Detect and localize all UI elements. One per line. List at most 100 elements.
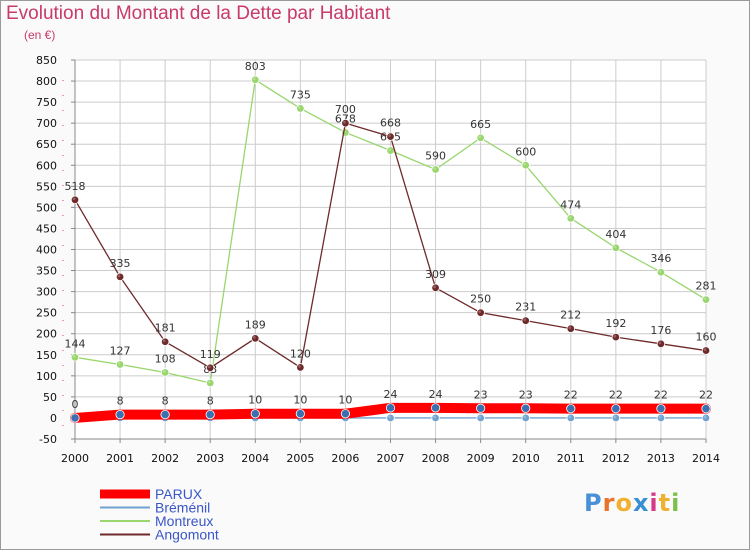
data-point-highlight [523,415,527,419]
data-point-highlight [297,365,301,368]
y-tick-label: 600 [36,159,57,172]
data-point [431,165,440,174]
data-label: 189 [245,318,266,331]
data-label: 181 [155,322,176,335]
data-point [476,413,485,423]
logo-letter: x [632,489,650,517]
data-point-highlight [658,415,662,419]
logo-letter: P [584,489,603,517]
data-label: 803 [245,60,266,73]
x-tick-label: 2002 [151,452,179,465]
data-label: 10 [248,394,262,407]
x-tick-label: 2012 [602,452,630,465]
data-point-highlight [207,380,211,384]
data-point [566,404,576,414]
y-tick-label: 250 [36,307,57,320]
data-point [160,337,170,346]
data-point-highlight [523,318,527,322]
y-tick-label: 200 [36,328,57,341]
data-point [476,403,486,413]
y-tick-label: 650 [36,138,57,151]
data-point-highlight [658,341,662,345]
data-label: 668 [380,117,401,130]
data-label: 0 [72,398,79,411]
data-point [386,132,395,141]
data-point [115,409,125,420]
x-tick-label: 2009 [467,452,495,465]
data-point [656,404,666,414]
y-tick-label: 150 [36,349,57,362]
data-label: 678 [335,112,356,125]
x-tick-label: 2003 [196,452,224,465]
data-label: 474 [560,198,581,211]
data-point-highlight [207,365,211,369]
data-label: 127 [110,344,131,357]
data-label: 335 [110,257,131,270]
data-point [206,378,215,388]
data-point [701,413,711,423]
data-point-highlight [72,354,76,358]
legend-item: Bréménil [100,500,210,516]
legend-label: Angomont [155,527,219,543]
legend-label: Bréménil [155,500,210,516]
data-point [611,413,621,423]
logo-letter: i [671,489,681,517]
x-tick-label: 2004 [241,452,269,465]
data-point-highlight [703,348,707,351]
data-label: 22 [564,389,578,402]
data-label: 108 [155,352,176,365]
data-label: 250 [470,293,491,306]
chart-title: Evolution du Montant de la Dette par Hab… [6,3,391,24]
y-tick-label: 850 [36,54,57,67]
data-label: 192 [605,317,626,330]
data-label: 518 [65,180,86,193]
data-point-highlight [478,310,482,314]
data-point [251,75,260,84]
data-label: 281 [696,280,717,293]
logo-letter: o [615,489,633,517]
data-point-highlight [703,415,707,419]
data-point [70,413,80,423]
x-tick-label: 2011 [557,452,585,465]
data-label: 8 [162,395,169,408]
data-point [431,413,440,423]
data-point-highlight [297,106,301,109]
data-label: 700 [335,103,356,116]
data-label: 160 [696,331,717,344]
y-tick-label: 300 [36,286,57,299]
logo-letter: i [649,489,659,517]
data-point [250,409,260,419]
data-point-highlight [343,120,346,124]
series-parux: 0 8 8 8 10 10 10 24 24 23 23 22 22 22 22 [70,388,713,423]
data-point [566,214,575,223]
data-point-highlight [613,245,617,249]
data-point [70,195,80,205]
y-tick-label: 800 [36,75,57,88]
legend-label: PARUX [155,486,203,502]
y-tick-label: 50 [43,391,57,404]
data-point [251,334,260,343]
y-tick-label: -50 [39,433,57,446]
data-label: 144 [65,337,86,350]
x-tick-label: 2008 [422,452,450,465]
data-point-highlight [703,297,707,301]
data-point [701,346,711,355]
y-tick-label: 100 [36,370,57,383]
data-point [611,243,621,253]
data-point [205,409,215,420]
y-tick-label: 700 [36,117,57,130]
data-label: 10 [338,394,352,407]
data-point [611,332,621,342]
data-point-highlight [388,134,391,138]
data-point [566,324,575,333]
data-point [206,363,215,373]
data-point-highlight [433,167,436,170]
data-point-highlight [162,370,166,373]
y-tick-label: 0 [50,412,57,425]
data-point-highlight [433,415,436,419]
data-label: 24 [429,388,443,401]
data-label: 735 [290,88,311,101]
legend-label: Montreux [155,513,213,529]
data-label: 10 [293,394,307,407]
data-point [160,368,170,377]
